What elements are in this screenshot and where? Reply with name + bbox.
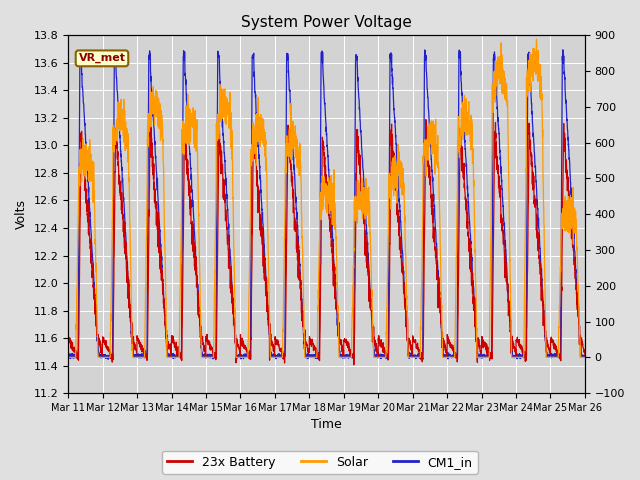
Title: System Power Voltage: System Power Voltage (241, 15, 412, 30)
Legend: 23x Battery, Solar, CM1_in: 23x Battery, Solar, CM1_in (163, 451, 477, 474)
Y-axis label: Volts: Volts (15, 199, 28, 229)
X-axis label: Time: Time (311, 419, 342, 432)
Text: VR_met: VR_met (79, 53, 125, 63)
